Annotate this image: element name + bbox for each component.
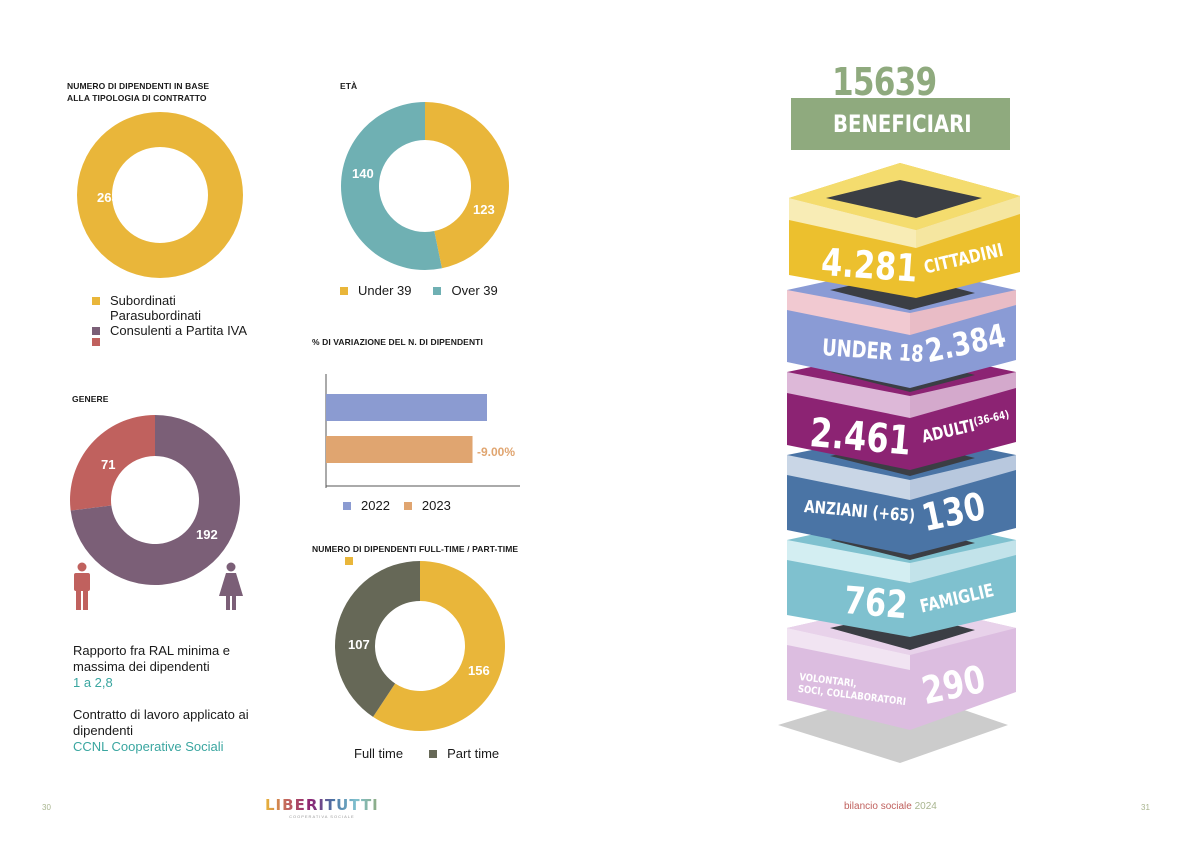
- ral-info: Rapporto fra RAL minima e massima dei di…: [73, 643, 273, 691]
- gender-slice-donne: [70, 415, 240, 585]
- logo-subtitle: COOPERATIVA SOCIALE: [289, 814, 355, 819]
- fulltime-title-swatch: [345, 557, 353, 565]
- legend-label-2023: 2023: [421, 498, 451, 513]
- fulltime-legend: Full time Part time: [354, 746, 499, 761]
- report-title-year: 2024: [914, 801, 937, 812]
- fulltime-label-part: 107: [348, 637, 370, 652]
- age-slice-under-39: [425, 102, 510, 269]
- fulltime-slice-full-time: [373, 561, 505, 731]
- legend-swatch-consulenti: [92, 338, 100, 346]
- ral-label-line2: massima dei dipendenti: [73, 659, 210, 674]
- gender-chart-title: GENERE: [72, 394, 109, 404]
- page-number-left: 30: [42, 803, 51, 812]
- legend-item-parttime: Part time: [429, 746, 499, 761]
- gender-label-men: 71: [101, 457, 115, 472]
- tower-block-adulti: [787, 348, 1016, 470]
- legend-swatch-2022: [343, 501, 351, 510]
- legend-label-under39: Under 39: [358, 283, 412, 298]
- report-title-text: bilancio sociale: [844, 801, 912, 812]
- contract-chart-title: NUMERO DI DIPENDENTI IN BASE ALLA TIPOLO…: [67, 80, 209, 104]
- contract-donut-chart: 263: [77, 112, 243, 278]
- tower-block-cittadini: [789, 163, 1020, 298]
- beneficiaries-tower: [778, 163, 1020, 763]
- beneficiaries-banner: BENEFICIARI: [791, 98, 1010, 150]
- legend-label-2022: 2022: [361, 498, 390, 513]
- gender-donut-chart: 71 192: [69, 415, 240, 585]
- male-icon: [74, 562, 90, 610]
- beneficiaries-label: BENEFICIARI: [833, 110, 972, 138]
- legend-swatch-under39: [340, 286, 348, 295]
- famiglie-value: 762: [842, 578, 910, 628]
- report-title: bilancio sociale 2024: [844, 801, 937, 812]
- contract-info-value: CCNL Cooperative Sociali: [73, 739, 224, 754]
- beneficiaries-total: 15639: [832, 60, 937, 104]
- contract-chart-title-line2: ALLA TIPOLOGIA DI CONTRATTO: [67, 93, 207, 103]
- legend-swatch-parttime: [429, 749, 438, 758]
- female-icon: [219, 562, 243, 610]
- contract-chart-title-line1: NUMERO DI DIPENDENTI IN BASE: [67, 81, 210, 91]
- fulltime-label-full: 156: [468, 663, 490, 678]
- legend-item-under39: Under 39: [340, 283, 411, 298]
- variation-bar-2022: [326, 394, 487, 421]
- contract-slice-subordinati: [77, 112, 243, 278]
- age-donut-chart: 140 123: [341, 102, 510, 270]
- legend-item-consulenti: Consulenti a Partita IVA: [92, 323, 247, 338]
- variation-bar-2023: [326, 436, 473, 463]
- legend-item-2022: 2022: [343, 498, 390, 513]
- variation-bar-chart: -9.00%: [325, 374, 520, 488]
- variation-legend: 2022 2023: [343, 498, 451, 513]
- legend-item-fulltime: Full time: [354, 746, 403, 761]
- legend-swatch-parasubordinati: [92, 326, 100, 335]
- legend-item-2023: 2023: [403, 498, 451, 513]
- legend-item-subordinati: Subordinati: [92, 293, 247, 308]
- ral-value: 1 a 2,8: [73, 675, 113, 690]
- age-chart-title: ETÀ: [340, 81, 358, 91]
- logo-text: LIBERITUTTI: [265, 796, 379, 814]
- legend-swatch-subordinati: [92, 296, 100, 305]
- variation-chart-title: % DI VARIAZIONE DEL N. DI DIPENDENTI: [312, 337, 483, 347]
- fulltime-donut-chart: 107 156: [335, 561, 505, 731]
- age-slice-over-39: [341, 102, 442, 270]
- age-donut-slices: [341, 102, 510, 270]
- age-legend: Under 39 Over 39: [340, 283, 498, 298]
- legend-label-parttime: Part time: [447, 746, 500, 761]
- age-label-over: 140: [352, 166, 374, 181]
- legend-item-parasubordinati: Parasubordinati: [92, 308, 247, 323]
- logo: LIBERITUTTI COOPERATIVA SOCIALE: [265, 796, 379, 819]
- contract-info-label-line1: Contratto di lavoro applicato ai: [73, 707, 249, 722]
- ral-label-line1: Rapporto fra RAL minima e: [73, 643, 231, 658]
- variation-annotation: -9.00%: [477, 445, 515, 459]
- age-label-under: 123: [473, 202, 495, 217]
- adulti-value: 2.461: [807, 410, 913, 465]
- page-number-right: 31: [1141, 803, 1150, 812]
- fulltime-donut-slices: [335, 561, 505, 731]
- legend-label-subordinati: Subordinati: [110, 293, 176, 308]
- contract-info: Contratto di lavoro applicato ai dipende…: [73, 707, 293, 755]
- legend-swatch-2023: [403, 501, 412, 510]
- legend-item-extra: [92, 338, 247, 346]
- legend-swatch-over39: [433, 286, 442, 295]
- variation-bars: [326, 394, 487, 463]
- legend-label-consulenti: Consulenti a Partita IVA: [110, 323, 248, 338]
- gender-label-women: 192: [196, 527, 218, 542]
- legend-item-over39: Over 39: [433, 283, 498, 298]
- gender-slice-uomini: [69, 415, 155, 511]
- gender-donut-slices: [69, 415, 240, 585]
- contract-info-label-line2: dipendenti: [73, 723, 133, 738]
- legend-label-over39: Over 39: [451, 283, 498, 298]
- fulltime-slice-part-time: [335, 561, 420, 717]
- fulltime-chart-title: NUMERO DI DIPENDENTI FULL-TIME / PART-TI…: [312, 544, 519, 554]
- contract-legend: Subordinati Parasubordinati Consulenti a…: [92, 293, 247, 346]
- contract-label-subordinati: 263: [97, 190, 119, 205]
- legend-label-parasubordinati: Parasubordinati: [110, 308, 202, 323]
- contract-donut-slices: [77, 112, 243, 278]
- legend-label-fulltime: Full time: [354, 746, 404, 761]
- cittadini-value: 4.281: [819, 240, 919, 291]
